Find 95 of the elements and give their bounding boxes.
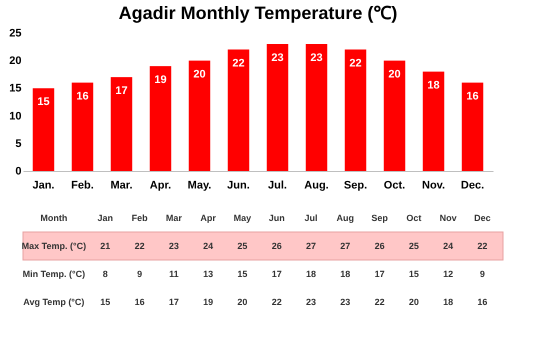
data-label: 20: [388, 68, 401, 81]
y-tick-label: 0: [15, 166, 22, 178]
data-label: 20: [193, 68, 206, 81]
text: 8: [102, 269, 108, 279]
data-label: 16: [466, 90, 479, 103]
data-label: 17: [115, 85, 128, 98]
text: Sep: [371, 213, 388, 223]
text: May: [234, 213, 252, 223]
x-tick-label: Apr.: [150, 180, 172, 192]
text: 16: [134, 297, 145, 307]
bar: [72, 82, 94, 171]
bar: [462, 82, 484, 171]
text: 15: [100, 297, 110, 307]
bar: [422, 72, 444, 171]
bar: [32, 88, 54, 171]
y-tick-label: 20: [9, 55, 22, 68]
y-tick-label: 10: [9, 110, 22, 122]
text: 25: [237, 241, 248, 251]
text: 21: [100, 241, 110, 251]
x-tick-label: Feb.: [71, 180, 94, 192]
text: 26: [374, 241, 385, 251]
text: 23: [306, 297, 316, 307]
y-tick-label: 5: [15, 138, 22, 150]
data-label: 15: [37, 96, 50, 108]
text: 22: [272, 297, 282, 307]
text: 17: [272, 269, 282, 279]
text: 18: [443, 297, 454, 307]
text: Month: [40, 213, 68, 223]
text: 11: [169, 269, 179, 279]
x-tick-label: Jan.: [32, 180, 54, 192]
text: Aug: [336, 213, 354, 223]
text: 27: [306, 241, 316, 251]
data-label: 22: [232, 58, 245, 70]
x-tick-label: Nov.: [422, 180, 446, 192]
text: 20: [408, 297, 419, 307]
text: 12: [443, 269, 454, 279]
data-label: 18: [427, 80, 440, 92]
text: 18: [340, 269, 350, 279]
text: Mar: [166, 213, 182, 223]
bar: [228, 50, 250, 171]
text: 18: [306, 269, 316, 279]
y-tick-label: 15: [9, 82, 22, 95]
text: 15: [237, 269, 248, 279]
bar: [188, 60, 210, 171]
text: 23: [168, 241, 179, 251]
text: 22: [134, 241, 145, 251]
text: 9: [137, 269, 142, 279]
text: Jun: [268, 213, 285, 223]
x-tick-label: Jun.: [227, 180, 250, 192]
text: 22: [477, 241, 488, 251]
text: 13: [203, 269, 214, 279]
x-tick-label: Mar.: [110, 180, 132, 192]
x-tick-label: Aug.: [304, 180, 329, 192]
chart-title: Agadir Monthly Temperature (℃): [118, 3, 398, 23]
text: Dec: [474, 213, 491, 223]
text: 17: [374, 269, 385, 279]
text: Jul: [304, 213, 318, 223]
text: 27: [340, 241, 350, 251]
data-label: 22: [349, 58, 362, 70]
text: 22: [374, 297, 385, 307]
text: Apr: [200, 213, 216, 223]
x-tick-label: Sep.: [344, 180, 368, 192]
text: Feb: [132, 213, 148, 223]
data-label: 16: [76, 90, 89, 103]
x-tick-label: Jul.: [268, 180, 287, 192]
text: 26: [272, 241, 282, 251]
text: 19: [203, 297, 214, 307]
data-label: 19: [154, 74, 167, 86]
text: Nov: [440, 213, 457, 223]
text: 25: [408, 241, 419, 251]
bar: [150, 66, 172, 171]
text: 17: [168, 297, 179, 307]
text: Max Temp. (°C): [22, 241, 86, 251]
bar: [384, 60, 406, 171]
text: Oct: [406, 213, 422, 223]
data-label: 23: [271, 52, 284, 64]
text: 24: [443, 241, 454, 251]
bar: [266, 44, 288, 171]
text: 24: [203, 241, 214, 251]
text: 15: [408, 269, 419, 279]
text: Avg Temp (°C): [23, 297, 84, 307]
text: 9: [480, 269, 485, 279]
text: 16: [477, 297, 488, 307]
text: Jan: [98, 213, 114, 223]
text: 23: [340, 297, 350, 307]
text: 20: [237, 297, 248, 307]
bar: [344, 50, 366, 171]
bar: [306, 44, 328, 171]
x-tick-label: May.: [188, 180, 212, 192]
x-tick-label: Oct.: [384, 180, 406, 192]
y-tick-label: 25: [9, 28, 22, 40]
text: Min Temp. (°C): [22, 269, 86, 279]
x-tick-label: Dec.: [460, 180, 484, 192]
bar: [110, 77, 132, 171]
data-label: 23: [310, 52, 323, 64]
